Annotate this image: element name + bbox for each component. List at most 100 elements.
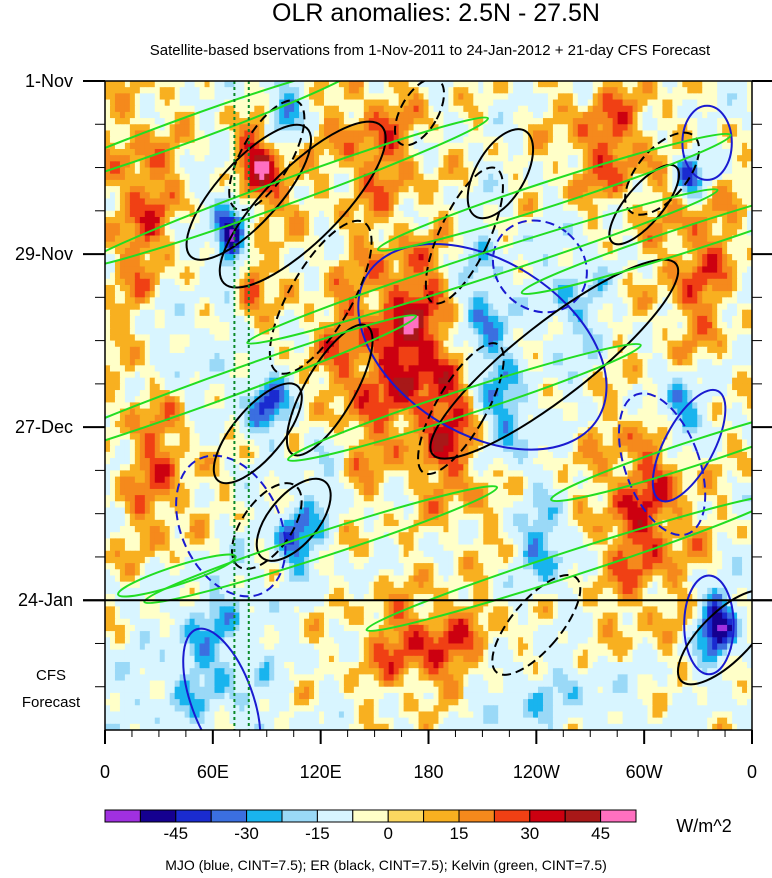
- heatmap-cell: [194, 284, 201, 292]
- heatmap-cell: [264, 142, 270, 150]
- heatmap-cell: [727, 284, 733, 292]
- heatmap-cell: [229, 155, 235, 162]
- heatmap-cell: [184, 303, 191, 311]
- heatmap-cell: [254, 148, 260, 156]
- chart-title: OLR anomalies: 2.5N - 27.5N: [272, 0, 600, 27]
- heatmap-cell: [159, 216, 166, 224]
- heatmap-cell: [179, 111, 186, 119]
- heatmap-cell: [214, 223, 221, 230]
- heatmap-cell: [637, 136, 644, 144]
- heatmap-cell: [552, 124, 559, 132]
- heatmap-cell: [174, 198, 181, 206]
- heatmap-cell: [214, 118, 221, 125]
- heatmap-cell: [194, 148, 201, 156]
- heatmap-cell: [234, 167, 240, 175]
- heatmap-cell: [189, 241, 196, 249]
- heatmap-cell: [513, 179, 519, 187]
- heatmap-cell: [418, 210, 425, 218]
- heatmap-cell: [518, 235, 524, 243]
- heatmap-cell: [338, 241, 345, 249]
- heatmap-cell: [677, 260, 683, 268]
- heatmap-cell: [562, 210, 569, 218]
- heatmap-cell: [642, 216, 649, 224]
- heatmap-cell: [647, 241, 654, 249]
- heatmap-cell: [269, 297, 275, 305]
- heatmap-cell: [433, 167, 440, 175]
- heatmap-cell: [214, 136, 221, 144]
- heatmap-cell: [607, 105, 614, 113]
- heatmap-cell: [109, 81, 116, 88]
- heatmap-cell: [572, 87, 579, 94]
- heatmap-cell: [164, 111, 171, 119]
- heatmap-cell: [692, 136, 698, 144]
- heatmap-cell: [244, 260, 250, 268]
- heatmap-cell: [234, 105, 240, 113]
- heatmap-cell: [513, 210, 519, 218]
- heatmap-cell: [224, 136, 231, 144]
- heatmap-cell: [149, 148, 156, 156]
- heatmap-cell: [314, 260, 320, 268]
- heatmap-cell: [124, 118, 131, 125]
- heatmap-cell: [304, 297, 310, 305]
- heatmap-cell: [622, 155, 629, 162]
- heatmap-cell: [338, 142, 345, 150]
- heatmap-cell: [309, 291, 315, 298]
- heatmap-cell: [209, 247, 216, 255]
- heatmap-cell: [742, 284, 748, 292]
- heatmap-cell: [353, 105, 360, 113]
- heatmap-cell: [577, 148, 584, 156]
- heatmap-cell: [214, 210, 221, 218]
- heatmap-cell: [657, 130, 664, 138]
- heatmap-cell: [279, 111, 285, 119]
- heatmap-cell: [453, 179, 459, 187]
- heatmap-cell: [458, 173, 464, 181]
- heatmap-cell: [368, 278, 375, 286]
- heatmap-cell: [742, 124, 748, 132]
- heatmap-cell: [458, 155, 464, 162]
- heatmap-cell: [338, 216, 345, 224]
- heatmap-cell: [597, 179, 604, 187]
- heatmap-cell: [488, 260, 494, 268]
- heatmap-cell: [478, 130, 484, 138]
- heatmap-cell: [622, 93, 629, 101]
- heatmap-cell: [393, 148, 400, 156]
- heatmap-cell: [458, 186, 464, 193]
- heatmap-cell: [632, 161, 639, 169]
- heatmap-cell: [328, 148, 335, 156]
- heatmap-cell: [219, 161, 226, 169]
- heatmap-cell: [597, 87, 604, 94]
- heatmap-cell: [323, 272, 330, 280]
- heatmap-cell: [448, 148, 454, 156]
- heatmap-cell: [473, 297, 479, 305]
- heatmap-cell: [164, 223, 171, 230]
- heatmap-cell: [343, 247, 350, 255]
- heatmap-cell: [393, 93, 400, 101]
- heatmap-cell: [533, 105, 539, 113]
- heatmap-cell: [582, 204, 589, 212]
- heatmap-cell: [378, 136, 385, 144]
- heatmap-cell: [607, 216, 614, 224]
- heatmap-cell: [353, 303, 360, 311]
- heatmap-cell: [587, 303, 594, 311]
- heatmap-cell: [463, 278, 469, 286]
- heatmap-cell: [567, 254, 574, 261]
- heatmap-cell: [174, 291, 181, 298]
- heatmap-cell: [697, 266, 703, 274]
- heatmap-cell: [134, 210, 141, 218]
- heatmap-cell: [309, 155, 315, 162]
- heatmap-cell: [642, 99, 649, 107]
- heatmap-cell: [244, 297, 250, 305]
- heatmap-cell: [478, 179, 484, 187]
- heatmap-cell: [105, 303, 111, 311]
- heatmap-cell: [662, 105, 668, 113]
- heatmap-cell: [727, 210, 733, 218]
- heatmap-cell: [134, 235, 141, 243]
- heatmap-cell: [737, 186, 743, 193]
- heatmap-cell: [249, 167, 255, 175]
- heatmap-cell: [587, 278, 594, 286]
- heatmap-cell: [403, 161, 410, 169]
- heatmap-cell: [533, 87, 539, 94]
- heatmap-cell: [234, 260, 240, 268]
- heatmap-cell: [393, 229, 400, 237]
- heatmap-cell: [109, 266, 116, 274]
